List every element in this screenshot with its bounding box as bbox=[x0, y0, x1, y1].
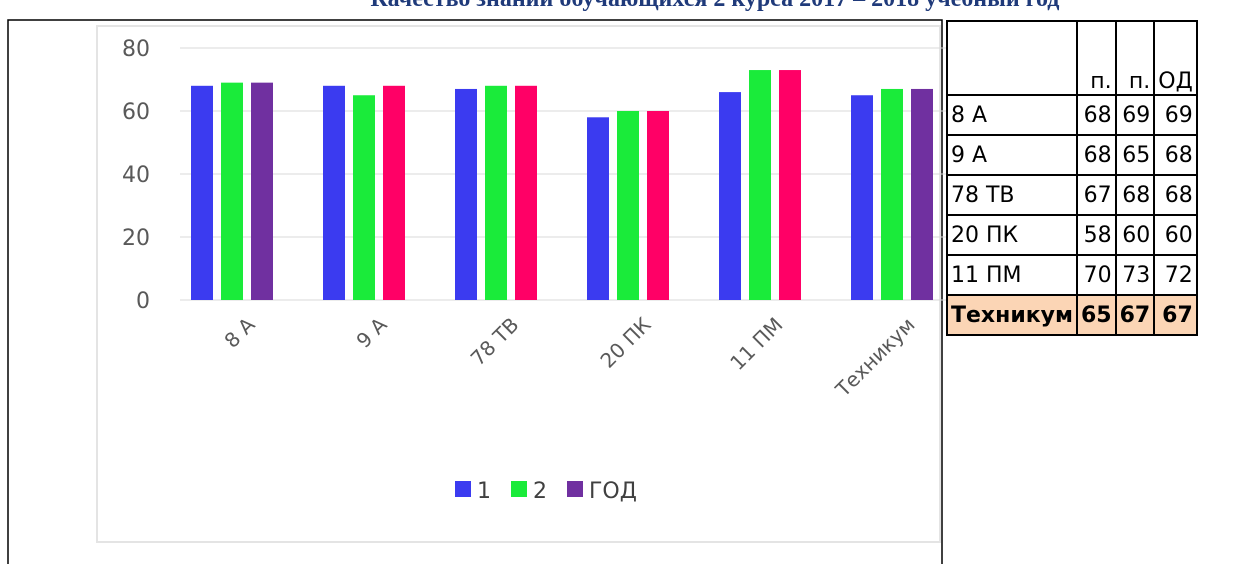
table-cell: 68 bbox=[1153, 174, 1198, 216]
bar bbox=[911, 88, 933, 300]
legend-swatch bbox=[567, 481, 583, 497]
table-cell: 69 bbox=[1153, 94, 1198, 136]
table-cell: 20 ПК bbox=[946, 214, 1078, 256]
frame bbox=[7, 19, 943, 564]
legend-label: 1 bbox=[477, 479, 491, 504]
y-tick-label: 40 bbox=[122, 163, 150, 188]
table-cell: 68 bbox=[1076, 94, 1117, 136]
bar bbox=[191, 85, 213, 300]
bar bbox=[323, 85, 345, 300]
table-cell: 65 bbox=[1076, 294, 1117, 336]
bar bbox=[647, 111, 669, 300]
table-cell: 58 bbox=[1076, 214, 1117, 256]
table-row: 78 ТВ 67 68 68 bbox=[946, 174, 1198, 216]
bar bbox=[749, 70, 771, 300]
y-tick-label: 80 bbox=[122, 37, 150, 62]
bar bbox=[221, 82, 243, 301]
table-cell: 72 bbox=[1153, 254, 1198, 296]
table-header-row: п. п. ОД bbox=[946, 20, 1198, 96]
data-table: п. п. ОД 8 А 68 69 69 9 А 68 65 68 78 ТВ 67 68 68 20 ПК… bbox=[946, 20, 1198, 336]
bar bbox=[353, 95, 375, 300]
table-cell: 78 ТВ bbox=[946, 174, 1078, 216]
chart-title: Качество знаний обучающихся 2 курса 2017… bbox=[371, 0, 1060, 12]
legend-swatch bbox=[511, 481, 527, 497]
table-cell: 68 bbox=[1153, 134, 1198, 176]
bar bbox=[515, 85, 537, 300]
table-row: Техникум 65 67 67 bbox=[946, 294, 1198, 336]
table-cell: 68 bbox=[1114, 174, 1156, 216]
header-cell: ОД bbox=[1153, 20, 1198, 96]
bar bbox=[779, 70, 801, 300]
y-tick-label: 0 bbox=[136, 289, 150, 314]
table-cell: 69 bbox=[1114, 94, 1156, 136]
legend-swatch bbox=[455, 481, 471, 497]
table-cell: 11 ПМ bbox=[946, 254, 1078, 296]
bar bbox=[383, 85, 405, 300]
header-cell bbox=[946, 20, 1078, 96]
bar bbox=[719, 92, 741, 300]
table-cell: 8 А bbox=[946, 94, 1078, 136]
table-row: 11 ПМ 70 73 72 bbox=[946, 254, 1198, 296]
bar bbox=[455, 88, 477, 300]
table-cell: 73 bbox=[1114, 254, 1156, 296]
table-row: 9 А 68 65 68 bbox=[946, 134, 1198, 176]
table-cell: 65 bbox=[1114, 134, 1156, 176]
bar bbox=[881, 88, 903, 300]
header-cell: п. bbox=[1076, 20, 1117, 96]
table-cell: 60 bbox=[1153, 214, 1198, 256]
bar bbox=[485, 85, 507, 300]
table-cell: 67 bbox=[1153, 294, 1198, 336]
bar bbox=[251, 82, 273, 301]
legend-label: ГОД bbox=[589, 479, 637, 504]
table-cell: 68 bbox=[1076, 134, 1117, 176]
table-cell: 60 bbox=[1114, 214, 1156, 256]
table-cell: 67 bbox=[1076, 174, 1117, 216]
y-tick-label: 20 bbox=[122, 226, 150, 251]
table-cell: Техникум bbox=[946, 294, 1078, 336]
header-cell: п. bbox=[1114, 20, 1156, 96]
legend-label: 2 bbox=[533, 479, 547, 504]
y-tick-label: 60 bbox=[122, 100, 150, 125]
table-cell: 9 А bbox=[946, 134, 1078, 176]
table-row: 8 А 68 69 69 bbox=[946, 94, 1198, 136]
table-cell: 67 bbox=[1114, 294, 1156, 336]
table-row: 20 ПК 58 60 60 bbox=[946, 214, 1198, 256]
bar bbox=[617, 111, 639, 300]
bar bbox=[587, 117, 609, 300]
bar bbox=[851, 95, 873, 300]
table-cell: 70 bbox=[1076, 254, 1117, 296]
